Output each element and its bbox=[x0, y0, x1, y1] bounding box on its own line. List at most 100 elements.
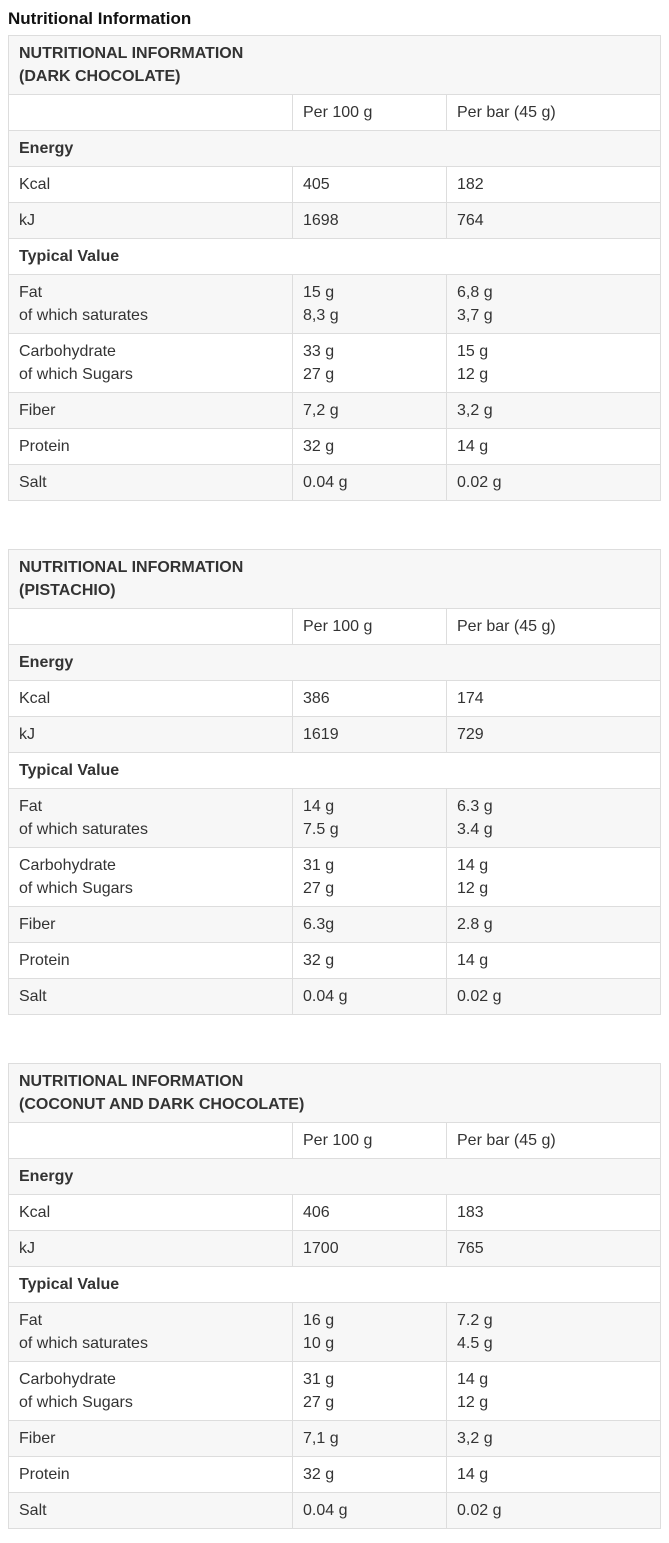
value-perbar: 7.2 g bbox=[457, 1312, 493, 1329]
value-per100-cell: 0.04 g bbox=[292, 1492, 447, 1529]
value-per100: 32 g bbox=[303, 1466, 335, 1483]
value-perbar-cell: 14 g bbox=[445, 1456, 662, 1493]
data-row: Fiber 7,1 g 3,2 g bbox=[8, 1420, 662, 1457]
value-per100-cell: 6.3g bbox=[292, 906, 447, 943]
value-per100: 33 g bbox=[303, 343, 335, 360]
row-label-cell: Protein bbox=[8, 942, 293, 979]
value-per100: 15 g bbox=[303, 284, 335, 301]
value-perbar: 15 g bbox=[457, 343, 489, 360]
nutrition-table-dark-chocolate: NUTRITIONAL INFORMATION (DARK CHOCOLATE)… bbox=[7, 35, 662, 501]
value-per100: 16 g bbox=[303, 1312, 335, 1329]
column-header-row: Per 100 g Per bar (45 g) bbox=[8, 94, 662, 131]
value-perbar: 6.3 g bbox=[457, 798, 493, 815]
value-perbar: 6,8 g bbox=[457, 284, 493, 301]
nutrition-table-pistachio: NUTRITIONAL INFORMATION (PISTACHIO) Per … bbox=[7, 549, 662, 1015]
column-header-row: Per 100 g Per bar (45 g) bbox=[8, 1122, 662, 1159]
section-label: Typical Value bbox=[7, 1266, 662, 1303]
section-label: Energy bbox=[7, 1158, 662, 1195]
value-per100-cell: 0.04 g bbox=[292, 978, 447, 1015]
value-perbar: 3,2 g bbox=[457, 1430, 493, 1447]
value-per100: 6.3g bbox=[303, 916, 335, 933]
data-row: Protein 32 g 14 g bbox=[8, 428, 662, 465]
row-label-cell: Kcal bbox=[8, 166, 293, 203]
value-perbar-cell: 3,2 g bbox=[445, 1420, 662, 1457]
section-row: Energy bbox=[7, 130, 662, 167]
table-title-row: NUTRITIONAL INFORMATION (DARK CHOCOLATE) bbox=[7, 35, 662, 95]
value-per100: 14 g bbox=[303, 798, 335, 815]
value-per100-cell: 1700 bbox=[292, 1230, 447, 1267]
nutrition-table-coconut-dark-chocolate: NUTRITIONAL INFORMATION (COCONUT AND DAR… bbox=[7, 1063, 662, 1529]
value-perbar: 12 g bbox=[457, 880, 489, 897]
value-perbar-cell: 14 g 12 g bbox=[445, 1361, 662, 1421]
value-per100-cell: 405 bbox=[292, 166, 447, 203]
value-perbar-cell: 729 bbox=[445, 716, 662, 753]
value-per100-cell: 1619 bbox=[292, 716, 447, 753]
row-label: Fiber bbox=[19, 916, 56, 933]
value-perbar-cell: 6.3 g 3.4 g bbox=[445, 788, 662, 848]
value-perbar-cell: 0.02 g bbox=[445, 1492, 662, 1529]
row-label-cell: Salt bbox=[8, 978, 293, 1015]
row-label-cell: kJ bbox=[8, 202, 293, 239]
row-label-cell: Salt bbox=[8, 1492, 293, 1529]
section-label: Energy bbox=[7, 130, 662, 167]
value-perbar: 12 g bbox=[457, 1394, 489, 1411]
row-label: of which saturates bbox=[19, 1335, 148, 1352]
value-perbar-cell: 3,2 g bbox=[445, 392, 662, 429]
value-perbar: 0.02 g bbox=[457, 1502, 502, 1519]
value-perbar: 3,7 g bbox=[457, 307, 493, 324]
data-row: Fat of which saturates 14 g 7.5 g 6.3 g 3.4 g bbox=[8, 788, 662, 848]
row-label-cell: Carbohydrate of which Sugars bbox=[8, 333, 293, 393]
perbar-column-header: Per bar (45 g) bbox=[445, 94, 662, 131]
value-per100: 32 g bbox=[303, 438, 335, 455]
value-per100-cell: 7,1 g bbox=[292, 1420, 447, 1457]
value-per100: 7.5 g bbox=[303, 821, 339, 838]
perbar-column-header: Per bar (45 g) bbox=[445, 608, 662, 645]
per100-column-header: Per 100 g bbox=[292, 1122, 447, 1159]
row-label-cell: Fat of which saturates bbox=[8, 788, 293, 848]
value-perbar-cell: 182 bbox=[445, 166, 662, 203]
nutrition-tables-container: NUTRITIONAL INFORMATION (DARK CHOCOLATE)… bbox=[7, 35, 662, 1529]
table-title-line1: NUTRITIONAL INFORMATION bbox=[19, 45, 244, 62]
row-label: kJ bbox=[19, 1240, 35, 1257]
value-perbar: 14 g bbox=[457, 1371, 489, 1388]
value-per100: 7,2 g bbox=[303, 402, 339, 419]
row-label: of which Sugars bbox=[19, 366, 133, 383]
table-title-row: NUTRITIONAL INFORMATION (COCONUT AND DAR… bbox=[7, 1063, 662, 1123]
section-label: Typical Value bbox=[7, 238, 662, 275]
value-per100: 27 g bbox=[303, 366, 335, 383]
value-perbar: 14 g bbox=[457, 952, 489, 969]
perbar-column-header: Per bar (45 g) bbox=[445, 1122, 662, 1159]
value-perbar-cell: 764 bbox=[445, 202, 662, 239]
data-row: Fiber 7,2 g 3,2 g bbox=[8, 392, 662, 429]
value-perbar: 183 bbox=[457, 1204, 484, 1221]
row-label-cell: Protein bbox=[8, 428, 293, 465]
value-per100: 1700 bbox=[303, 1240, 339, 1257]
value-per100-cell: 32 g bbox=[292, 428, 447, 465]
data-row: Fat of which saturates 15 g 8,3 g 6,8 g 3,7 g bbox=[8, 274, 662, 334]
row-label: kJ bbox=[19, 726, 35, 743]
value-per100: 1619 bbox=[303, 726, 339, 743]
row-label-cell: Fat of which saturates bbox=[8, 274, 293, 334]
section-row: Typical Value bbox=[7, 238, 662, 275]
value-per100: 0.04 g bbox=[303, 988, 348, 1005]
value-per100-cell: 33 g 27 g bbox=[292, 333, 447, 393]
row-label-cell: Kcal bbox=[8, 680, 293, 717]
value-per100: 7,1 g bbox=[303, 1430, 339, 1447]
data-row: Kcal 386 174 bbox=[8, 680, 662, 717]
empty-header-cell bbox=[8, 608, 293, 645]
section-row: Energy bbox=[7, 644, 662, 681]
value-perbar: 764 bbox=[457, 212, 484, 229]
data-row: Protein 32 g 14 g bbox=[8, 1456, 662, 1493]
section-row: Typical Value bbox=[7, 752, 662, 789]
table-title: NUTRITIONAL INFORMATION (PISTACHIO) bbox=[7, 549, 662, 609]
row-label: Salt bbox=[19, 988, 47, 1005]
value-per100-cell: 0.04 g bbox=[292, 464, 447, 501]
row-label: Protein bbox=[19, 438, 70, 455]
row-label-cell: Fiber bbox=[8, 906, 293, 943]
value-per100: 32 g bbox=[303, 952, 335, 969]
value-perbar-cell: 183 bbox=[445, 1194, 662, 1231]
value-per100-cell: 16 g 10 g bbox=[292, 1302, 447, 1362]
data-row: Fiber 6.3g 2.8 g bbox=[8, 906, 662, 943]
